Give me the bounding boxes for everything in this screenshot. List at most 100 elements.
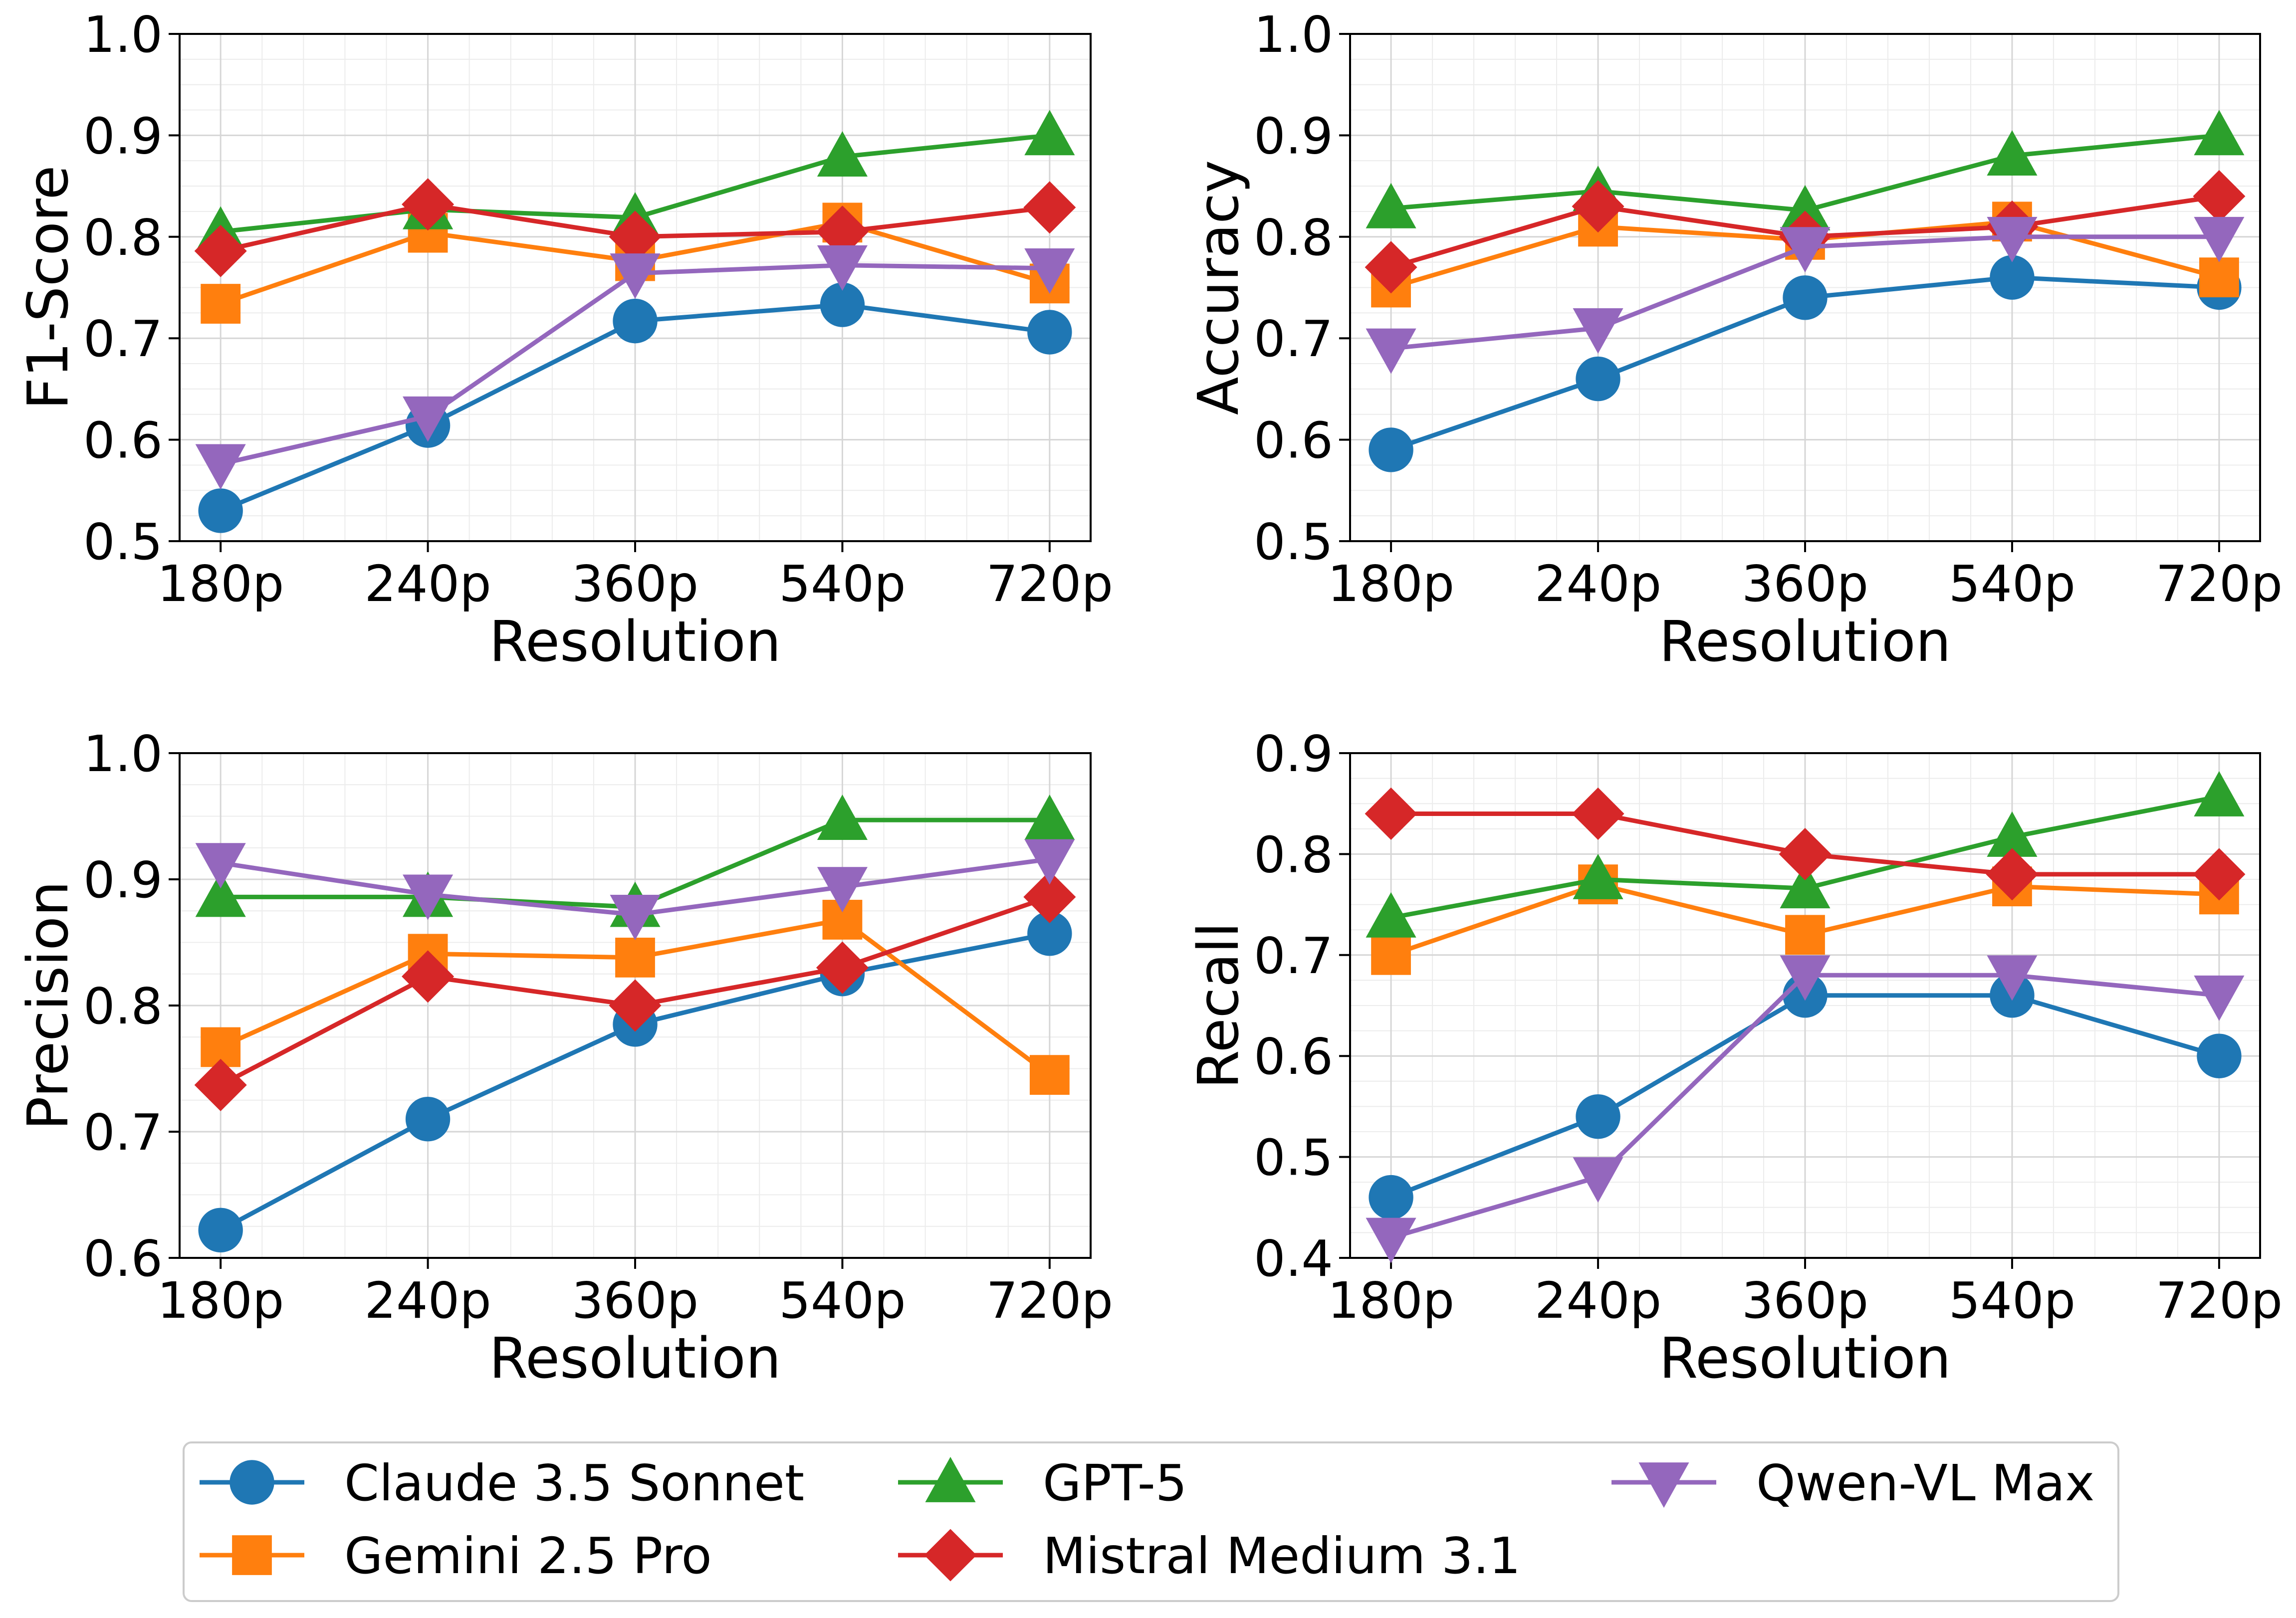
data-point-claude [2197,1033,2242,1078]
data-point-qwen [195,444,246,490]
data-point-gpt [1987,130,2038,176]
chart-panel-recall: 0.4 0.5 0.6 0.7 0.8 0.9 180p 240p 360p 540p 720p Re… [1186,725,2283,1391]
series-qwen [1366,955,2245,1263]
data-point-gemini [1785,915,1825,955]
x-tick-label: 360p [572,1271,698,1330]
data-point-gemini [1371,935,1411,975]
data-point-gpt [817,795,868,840]
series-qwen [195,839,1075,940]
plot-frame [179,33,1092,542]
data-point-qwen [610,253,661,299]
legend-marker-gpt [925,1456,976,1502]
data-point-qwen [1573,1157,1623,1203]
x-tick-label: 240p [1535,1271,1661,1330]
data-point-claude [1576,356,1620,402]
data-point-qwen [610,894,661,940]
data-point-qwen [1780,955,1831,1001]
legend-item-mistral: Mistral Medium 3.1 [898,1527,1521,1585]
plot-frame [1349,752,2261,1259]
y-tick-label: 0.8 [1254,825,1333,884]
data-point-claude [198,1208,243,1253]
data-point-claude [1369,427,1413,472]
data-point-qwen [1366,1217,1416,1263]
data-point-qwen [195,843,246,889]
data-point-mistral [1779,827,1832,880]
x-tick-label: 240p [1535,555,1661,613]
data-point-qwen [1366,328,1416,374]
data-point-mistral [402,178,455,231]
legend-item-qwen: Qwen-VL Max [1611,1454,2094,1512]
chart-panel-precision: 0.6 0.7 0.8 0.9 1.0 180p 240p 360p 540p 720p Resol… [16,725,1113,1391]
y-tick-label: 0.5 [1254,513,1333,571]
y-axis-label: F1-Score [16,166,81,410]
y-tick-label: 0.7 [1254,310,1333,368]
data-point-gpt [817,131,868,177]
data-point-gpt [195,871,246,917]
legend-marker-claude [230,1460,274,1505]
series-qwen [195,245,1075,490]
x-tick-label: 180p [157,555,284,613]
y-tick-label: 1.0 [83,725,163,783]
y-tick-label: 0.9 [83,851,163,909]
legend-marker-mistral [924,1529,977,1582]
data-point-gpt [2194,110,2245,156]
data-point-mistral [1365,241,1417,294]
plot-frame [179,752,1092,1259]
x-tick-label: 360p [572,555,698,613]
data-point-mistral [1365,787,1417,840]
y-tick-label: 0.9 [1254,725,1333,783]
data-point-qwen [2194,975,2245,1021]
x-tick-label: 540p [779,1271,906,1330]
chart-panel-f1-score: 0.5 0.6 0.7 0.8 0.9 1.0 180p 240p 360p 540p 720p Re… [16,5,1113,674]
legend-item-claude: Claude 3.5 Sonnet [200,1454,804,1512]
legend: Claude 3.5 Sonnet Gemini 2.5 Pro GPT-5 Mist… [183,1441,2119,1602]
data-point-gemini [2199,257,2239,298]
x-tick-label: 180p [1328,1271,1454,1330]
chart-panel-accuracy: 0.5 0.6 0.7 0.8 0.9 1.0 180p 240p 360p 540p 720p Re… [1186,5,2283,674]
data-point-claude [1783,275,1828,320]
x-tick-label: 360p [1742,555,1868,613]
y-tick-label: 0.8 [1254,208,1333,267]
legend-label: Mistral Medium 3.1 [1043,1527,1521,1585]
x-tick-label: 360p [1742,1271,1868,1330]
data-point-qwen [1024,248,1075,294]
legend-item-gpt: GPT-5 [898,1454,1187,1512]
y-axis-label: Accuracy [1186,160,1251,415]
data-point-qwen [403,874,454,920]
data-point-mistral [1023,181,1076,234]
series-mistral [1365,787,2246,901]
x-axis-label: Resolution [1659,609,1951,674]
x-axis-label: Resolution [489,1326,781,1391]
data-point-mistral [194,1058,247,1111]
legend-label: Gemini 2.5 Pro [344,1527,712,1585]
data-point-claude [1369,1175,1413,1220]
y-tick-label: 0.9 [83,107,163,165]
x-tick-label: 720p [986,1271,1113,1330]
data-point-claude [198,488,243,533]
y-tick-label: 0.6 [1254,1027,1333,1086]
y-tick-label: 1.0 [1254,5,1333,64]
data-point-gpt [1366,892,1416,938]
x-tick-label: 180p [157,1271,284,1330]
data-point-qwen [1573,308,1623,354]
data-point-claude [1027,310,1072,355]
data-point-qwen [2194,216,2245,262]
y-tick-label: 0.6 [83,411,163,470]
y-axis-label: Precision [16,881,81,1130]
legend-label: Claude 3.5 Sonnet [344,1454,804,1512]
series-gpt [1366,771,2245,938]
x-tick-label: 240p [364,555,491,613]
x-tick-label: 240p [364,1271,491,1330]
legend-marker-gemini [232,1535,272,1575]
data-point-gemini [201,284,241,324]
data-point-mistral [1023,870,1076,923]
y-tick-label: 0.5 [1254,1129,1333,1187]
x-tick-label: 540p [1949,555,2075,613]
x-tick-label: 720p [2156,1271,2283,1330]
data-point-qwen [1780,227,1831,273]
data-point-gpt [1024,110,1075,156]
y-tick-label: 0.7 [83,1103,163,1162]
legend-marker-qwen [1638,1462,1689,1508]
y-tick-label: 0.6 [83,1229,163,1288]
x-tick-label: 540p [779,555,906,613]
